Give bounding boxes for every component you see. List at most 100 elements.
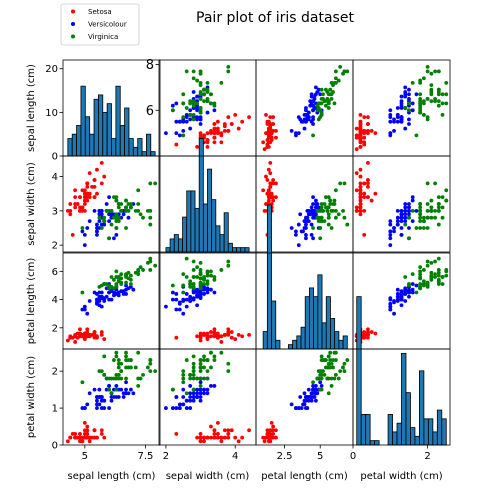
scatter-point-setosa — [73, 195, 78, 200]
scatter-point-versicolour — [395, 208, 400, 213]
scatter-point-virginica — [198, 369, 203, 374]
scatter-point-versicolour — [124, 283, 128, 288]
scatter-point-virginica — [329, 208, 334, 213]
scatter-point-virginica — [191, 372, 196, 377]
scatter-point-versicolour — [97, 387, 102, 392]
x-axis-label-sepal-length: sepal length (cm) — [68, 471, 156, 482]
scatter-point-setosa — [354, 208, 359, 213]
scatter-point-virginica — [421, 226, 426, 230]
scatter-point-setosa — [362, 181, 367, 186]
scatter-point-virginica — [425, 215, 430, 220]
histogram-bar — [236, 247, 242, 253]
scatter-point-virginica — [181, 290, 186, 295]
scatter-point-virginica — [205, 99, 210, 104]
scatter-point-versicolour — [399, 94, 404, 99]
scatter-point-virginica — [336, 376, 341, 381]
scatter-point-setosa — [102, 174, 107, 179]
scatter-point-versicolour — [392, 229, 396, 234]
chart-title: Pair plot of iris dataset — [196, 10, 354, 26]
scatter-point-versicolour — [181, 128, 186, 133]
scatter-point-setosa — [219, 340, 224, 344]
scatter-point-versicolour — [177, 301, 182, 306]
scatter-point-versicolour — [308, 212, 313, 217]
scatter-point-virginica — [153, 181, 158, 186]
scatter-point-virginica — [403, 106, 408, 110]
scatter-point-versicolour — [195, 395, 200, 399]
scatter-point-virginica — [136, 376, 141, 381]
scatter-point-setosa — [362, 131, 367, 136]
scatter-point-virginica — [444, 101, 449, 106]
scatter-point-versicolour — [410, 287, 415, 292]
histogram-bar — [365, 414, 371, 446]
scatter-point-versicolour — [399, 232, 404, 237]
scatter-point-versicolour — [294, 131, 298, 136]
scatter-point-versicolour — [99, 212, 104, 217]
scatter-point-virginica — [425, 64, 430, 69]
scatter-point-setosa — [266, 131, 271, 136]
scatter-point-setosa — [99, 330, 104, 334]
scatter-point-setosa — [271, 178, 276, 182]
scatter-point-virginica — [129, 205, 133, 210]
scatter-point-setosa — [366, 122, 370, 126]
scatter-point-versicolour — [407, 117, 411, 122]
scatter-point-versicolour — [395, 222, 400, 227]
scatter-point-setosa — [95, 435, 99, 440]
legend-label-virginica: Virginica — [88, 33, 118, 41]
scatter-point-versicolour — [82, 406, 87, 410]
scatter-point-virginica — [181, 283, 186, 288]
scatter-point-virginica — [170, 283, 175, 288]
scatter-point-setosa — [82, 191, 87, 196]
scatter-point-versicolour — [399, 303, 404, 308]
scatter-point-virginica — [124, 350, 128, 355]
scatter-point-versicolour — [403, 202, 408, 206]
scatter-point-virginica — [433, 99, 437, 104]
scatter-point-versicolour — [82, 243, 87, 248]
scatter-point-virginica — [429, 71, 434, 76]
scatter-point-virginica — [212, 358, 217, 362]
scatter-point-setosa — [195, 435, 200, 440]
scatter-point-setosa — [240, 334, 245, 339]
scatter-point-versicolour — [403, 126, 408, 131]
scatter-point-setosa — [198, 435, 203, 440]
scatter-point-setosa — [261, 435, 266, 440]
scatter-point-setosa — [358, 174, 363, 179]
scatter-point-setosa — [209, 131, 213, 136]
scatter-point-virginica — [421, 279, 426, 284]
scatter-point-versicolour — [304, 236, 308, 241]
scatter-point-virginica — [316, 369, 321, 374]
scatter-point-virginica — [226, 64, 231, 69]
scatter-point-virginica — [116, 361, 121, 366]
scatter-point-versicolour — [403, 219, 408, 224]
scatter-point-virginica — [80, 226, 85, 230]
scatter-point-versicolour — [99, 304, 104, 309]
scatter-point-versicolour — [315, 202, 320, 206]
scatter-point-virginica — [332, 80, 337, 85]
scatter-point-versicolour — [407, 208, 411, 213]
scatter-point-setosa — [362, 115, 367, 120]
scatter-point-setosa — [219, 133, 224, 138]
scatter-point-virginica — [319, 376, 324, 381]
scatter-point-versicolour — [184, 398, 189, 403]
scatter-point-virginica — [421, 76, 426, 81]
histogram-bar — [93, 98, 99, 157]
scatter-point-versicolour — [392, 128, 396, 133]
scatter-point-virginica — [119, 272, 124, 277]
scatter-point-virginica — [316, 117, 321, 122]
scatter-point-virginica — [425, 226, 430, 230]
scatter-point-versicolour — [170, 406, 175, 410]
scatter-point-virginica — [124, 365, 128, 370]
scatter-point-virginica — [191, 369, 196, 374]
scatter-point-virginica — [444, 273, 449, 278]
scatter-point-versicolour — [309, 94, 314, 99]
scatter-point-virginica — [97, 215, 102, 220]
scatter-point-versicolour — [188, 294, 193, 299]
histogram-bar — [317, 274, 323, 350]
scatter-point-setosa — [82, 202, 87, 206]
scatter-point-virginica — [444, 92, 449, 97]
scatter-point-virginica — [129, 282, 133, 286]
scatter-point-versicolour — [399, 103, 404, 108]
scatter-point-setosa — [85, 424, 90, 429]
scatter-point-virginica — [116, 205, 121, 210]
scatter-point-virginica — [311, 226, 315, 230]
scatter-point-setosa — [229, 330, 234, 334]
